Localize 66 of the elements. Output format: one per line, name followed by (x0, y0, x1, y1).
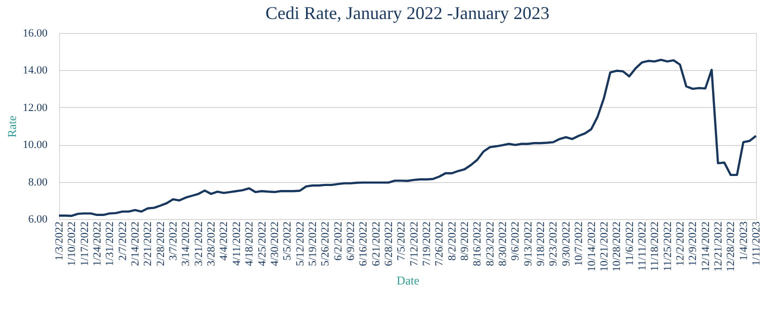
x-tick-label: 9/23/2022 (548, 222, 560, 266)
x-tick-label: 9/13/2022 (522, 222, 534, 266)
x-tick-label: 12/2/2022 (674, 222, 686, 266)
x-tick-label: 8/23/2022 (484, 222, 496, 266)
x-tick-label: 6/2/2022 (332, 222, 344, 261)
x-tick-label: 10/28/2022 (611, 222, 624, 272)
x-tick-label: 7/12/2022 (408, 222, 420, 266)
line-series (58, 58, 758, 217)
y-axis-title: Rate (4, 116, 19, 138)
x-tick-label: 3/14/2022 (180, 222, 192, 266)
x-tick-label: 8/2/2022 (446, 222, 458, 261)
x-tick-label: 6/21/2022 (370, 222, 382, 266)
x-tick-label: 4/4/2022 (218, 222, 230, 261)
y-tick-label: 6.00 (28, 214, 48, 226)
y-tick-label: 14.00 (22, 64, 48, 77)
x-tick-label: 12/9/2022 (687, 222, 700, 266)
x-tick-label: 1/24/2022 (92, 222, 104, 266)
x-tick-label: 11/6/2022 (624, 222, 636, 266)
x-tick-label: 1/11/2023 (750, 221, 762, 266)
x-axis-title: Date (396, 274, 420, 288)
y-tick-label: 16.00 (22, 28, 48, 40)
x-tick-label: 12/21/2022 (712, 222, 724, 272)
chart-title: Cedi Rate, January 2022 -January 2023 (266, 3, 550, 23)
x-tick-label: 5/26/2022 (320, 222, 332, 266)
x-tick-label: 9/30/2022 (560, 222, 572, 266)
x-tick-label: 5/19/2022 (306, 222, 319, 266)
x-tick-label: 4/11/2022 (230, 222, 243, 266)
x-tick-label: 4/25/2022 (256, 222, 268, 266)
x-tick-label: 2/28/2022 (154, 222, 167, 266)
x-tick-label: 12/14/2022 (700, 222, 712, 272)
x-tick-label: 10/7/2022 (573, 222, 586, 266)
x-tick-label: 9/6/2022 (510, 222, 522, 261)
y-tick-label: 10.00 (22, 139, 48, 152)
x-tick-label: 7/26/2022 (434, 222, 446, 266)
x-tick-label: 6/16/2022 (358, 222, 370, 266)
x-tick-label: 11/18/2022 (649, 222, 662, 272)
x-tick-label: 3/7/2022 (168, 222, 180, 261)
x-tick-label: 7/19/2022 (421, 222, 434, 266)
x-tick-label: 8/30/2022 (497, 222, 510, 266)
x-tick-label: 1/17/2022 (78, 222, 91, 266)
y-tick-label: 8.00 (28, 176, 48, 188)
x-tick-label: 4/18/2022 (244, 222, 256, 266)
y-tick-label: 12.00 (22, 102, 48, 114)
x-tick-label: 2/14/2022 (130, 222, 142, 266)
x-tick-label: 6/9/2022 (344, 222, 357, 261)
x-tick-label: 1/10/2022 (66, 222, 78, 266)
x-tick-label: 12/28/2022 (725, 222, 738, 272)
x-tick-label: 11/25/2022 (662, 222, 674, 272)
x-tick-label: 2/7/2022 (116, 222, 129, 261)
x-tick-label: 1/3/2022 (54, 222, 66, 261)
x-tick-label: 7/5/2022 (396, 222, 408, 261)
x-tick-label: 8/9/2022 (459, 222, 472, 261)
x-tick-label: 5/12/2022 (294, 222, 306, 266)
x-tick-label: 6/28/2022 (382, 222, 395, 266)
x-tick-label: 3/21/2022 (192, 222, 205, 266)
x-tick-label: 9/18/2022 (535, 222, 548, 266)
x-tick-label: 10/14/2022 (586, 222, 598, 272)
x-tick-label: 5/5/2022 (282, 222, 294, 261)
x-tick-label: 10/21/2022 (598, 222, 610, 272)
x-tick-label: 4/30/2022 (268, 222, 281, 266)
x-tick-label: 11/11/2022 (636, 222, 648, 271)
x-tick-label: 2/21/2022 (142, 222, 154, 266)
x-tick-label: 3/28/2022 (206, 222, 218, 266)
x-tick-label: 1/31/2022 (104, 222, 116, 266)
x-tick-label: 8/16/2022 (472, 222, 484, 266)
x-tick-label: 1/4/2023 (738, 221, 750, 261)
